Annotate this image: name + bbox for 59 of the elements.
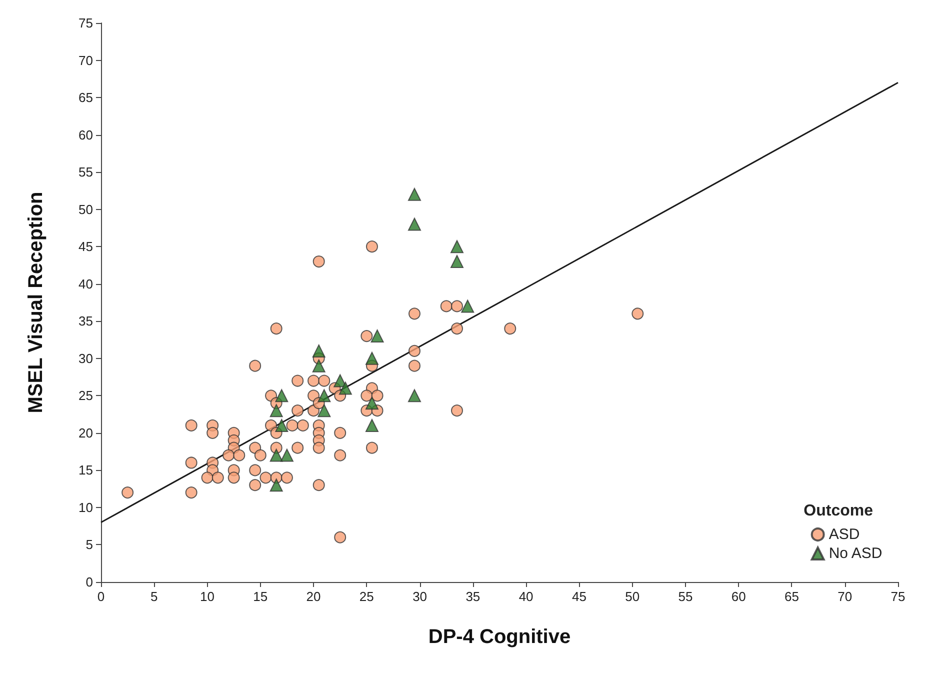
x-tick-label: 45 [572, 589, 586, 604]
y-tick-label: 40 [78, 276, 93, 292]
x-tick-label: 50 [625, 589, 640, 604]
point [408, 188, 421, 201]
x-tick-label: 35 [466, 589, 480, 604]
point [270, 478, 283, 492]
x-axis-title: DP-4 Cognitive [428, 626, 571, 648]
point [370, 330, 384, 343]
y-tick-label: 5 [86, 537, 93, 552]
point [312, 359, 326, 372]
x-tick-label: 0 [97, 589, 105, 604]
y-tick-label: 45 [78, 239, 93, 254]
y-tick-label: 15 [78, 462, 93, 478]
y-tick-label: 10 [78, 500, 93, 515]
point [365, 352, 378, 365]
point [408, 218, 421, 231]
x-tick-label: 10 [200, 589, 214, 604]
point [408, 389, 421, 402]
y-axis-title: MSEL Visual Reception [25, 192, 47, 414]
point [461, 300, 474, 313]
point [270, 404, 283, 418]
y-tick-label: 60 [78, 127, 93, 142]
y-tick-label: 70 [78, 52, 93, 68]
x-tick-label: 20 [306, 589, 321, 604]
x-tick-label: 15 [253, 589, 268, 604]
x-tick-label: 25 [359, 589, 374, 604]
point [365, 418, 378, 432]
y-tick-label: 50 [78, 202, 93, 217]
point [270, 448, 283, 462]
point [275, 389, 288, 402]
point [318, 389, 331, 402]
y-tick-label: 35 [78, 314, 93, 329]
point [318, 404, 331, 418]
legend-title: Outcome [804, 502, 874, 520]
point [312, 344, 326, 358]
x-tick-label: 60 [731, 589, 746, 604]
point [365, 396, 378, 410]
x-tick-label: 65 [784, 589, 799, 604]
x-tick-label: 55 [678, 589, 693, 604]
point [334, 374, 347, 388]
x-tick-label: 70 [838, 589, 852, 604]
point [338, 382, 352, 395]
y-tick-label: 0 [86, 574, 93, 590]
legend-label: ASD [828, 526, 860, 543]
y-tick-label: 65 [78, 90, 93, 106]
y-tick-label: 55 [78, 164, 93, 180]
y-tick-label: 25 [78, 388, 93, 404]
x-tick-label: 5 [150, 589, 158, 604]
x-tick-label: 40 [518, 589, 534, 604]
legend-label: No ASD [828, 545, 882, 562]
point [280, 448, 294, 462]
point [275, 418, 288, 432]
y-tick-label: 75 [78, 16, 93, 30]
y-tick-label: 30 [78, 350, 93, 366]
point [450, 255, 464, 268]
point [450, 240, 464, 254]
x-tick-label: 75 [890, 589, 906, 604]
x-tick-label: 30 [412, 589, 428, 604]
y-tick-label: 20 [78, 425, 93, 440]
